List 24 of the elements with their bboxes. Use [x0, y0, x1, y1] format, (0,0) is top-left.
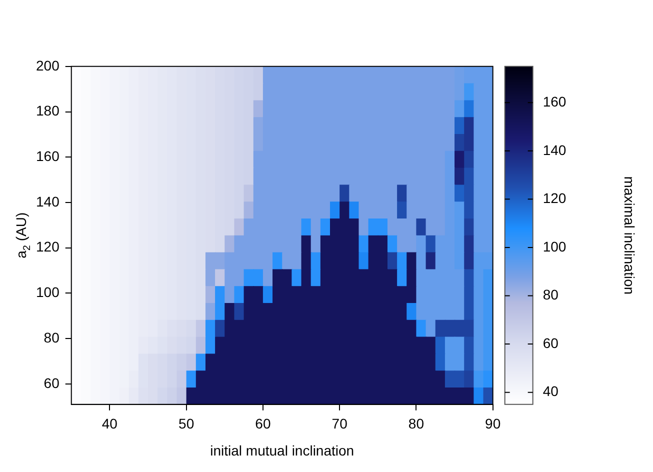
- x-tick-label: 70: [332, 416, 348, 432]
- color-bar-label: 60: [542, 334, 559, 351]
- color-bar-label: 140: [542, 142, 566, 158]
- y-tick-label: 100: [36, 284, 60, 300]
- y-tick-label: 160: [36, 148, 60, 164]
- x-axis-title: initial mutual inclination: [210, 442, 354, 458]
- color-bar-label: 160: [542, 93, 566, 110]
- color-bar-label: 100: [542, 238, 566, 254]
- color-bar-label: 40: [542, 383, 559, 400]
- y-tick-label: 120: [36, 238, 60, 255]
- x-tick-label: 80: [408, 416, 424, 432]
- color-bar-label: 80: [542, 286, 559, 303]
- x-tick-label: 50: [178, 416, 194, 432]
- y-tick-label: 60: [44, 374, 60, 391]
- x-tick-label: 40: [102, 416, 118, 432]
- y-axis-title: a2 (AU): [12, 212, 33, 258]
- y-tick-label: 200: [36, 57, 60, 74]
- color-bar-title: maximal inclination: [622, 176, 638, 295]
- y-tick-label: 140: [36, 193, 60, 210]
- x-tick-label: 90: [485, 416, 501, 432]
- y-tick-label: 180: [36, 102, 60, 119]
- y-tick-label: 80: [44, 329, 60, 346]
- x-tick-label: 60: [255, 416, 271, 432]
- color-bar-label: 120: [542, 190, 566, 206]
